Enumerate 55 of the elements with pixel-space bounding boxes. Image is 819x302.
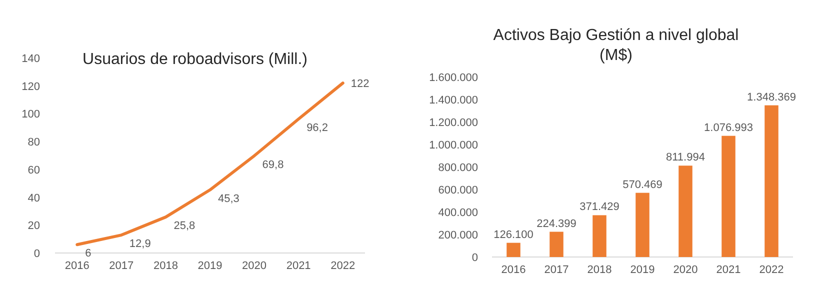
x-tick-label: 2019 [630, 264, 655, 276]
x-tick-label: 2020 [242, 260, 267, 272]
y-tick-label: 100 [22, 108, 40, 121]
x-tick-label: 2018 [587, 264, 612, 276]
y-tick-label: 120 [22, 80, 40, 93]
y-tick-label: 60 [28, 164, 40, 176]
x-tick-label: 2017 [109, 260, 134, 272]
y-tick-label: 1.600.000 [429, 72, 478, 84]
bar [722, 136, 736, 257]
chart-title: Activos Bajo Gestión a nivel global (M$) [493, 27, 739, 64]
x-tick-label: 2021 [716, 264, 741, 276]
x-tick-label: 2019 [198, 260, 222, 272]
data-label: 122 [350, 78, 370, 90]
x-tick-label: 2017 [544, 264, 569, 276]
y-tick-label: 1.200.000 [429, 117, 478, 129]
data-label: 6 [85, 248, 92, 260]
bar [592, 215, 606, 257]
y-tick-label: 800.000 [438, 162, 478, 174]
y-tick-label: 1.400.000 [429, 94, 478, 106]
y-tick-label: 80 [28, 136, 40, 149]
data-label: 25,8 [174, 220, 196, 232]
y-tick-label: 1.000.000 [429, 140, 478, 152]
bar [764, 105, 778, 257]
data-label: 1.348.369 [747, 91, 796, 104]
line-series [76, 82, 344, 246]
data-label: 570.469 [622, 178, 662, 191]
data-label: 96,2 [306, 122, 328, 134]
x-tick-label: 2018 [153, 260, 178, 272]
x-tick-label: 2016 [501, 264, 526, 276]
x-tick-label: 2020 [673, 264, 698, 276]
data-label: 224.399 [536, 218, 576, 230]
data-label: 811.994 [666, 152, 705, 164]
y-tick-label: 140 [22, 53, 40, 65]
bar [636, 192, 650, 257]
data-label: 1.076.993 [704, 122, 753, 134]
y-tick-label: 40 [28, 192, 40, 204]
y-tick-label: 200.000 [438, 230, 478, 242]
data-label: 45,3 [218, 192, 240, 205]
y-tick-label: 20 [28, 220, 40, 232]
y-tick-label: 0 [472, 252, 478, 264]
x-tick-label: 2022 [330, 260, 356, 272]
bar [550, 232, 564, 257]
data-label: 371.429 [580, 201, 620, 214]
chart-title: Usuarios de roboadvisors (Mill.) [82, 51, 308, 68]
y-tick-label: 0 [34, 248, 40, 260]
bar [506, 242, 520, 257]
x-tick-label: 2021 [286, 260, 311, 272]
data-label: 69,8 [262, 158, 284, 171]
data-label: 126.100 [494, 228, 534, 241]
data-label: 12,9 [129, 238, 151, 250]
bar [678, 166, 692, 257]
x-tick-label: 2016 [64, 260, 90, 272]
x-tick-label: 2022 [759, 264, 784, 276]
y-tick-label: 600.000 [438, 184, 478, 196]
y-tick-label: 400.000 [438, 207, 478, 219]
